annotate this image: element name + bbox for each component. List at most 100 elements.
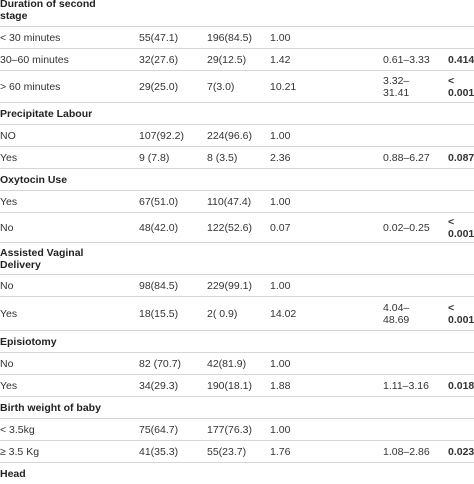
- row-label-cell: NO: [0, 130, 16, 142]
- group-a-cell: 55(47.1): [139, 32, 179, 44]
- ci-cell: 0.61–3.33: [383, 54, 430, 66]
- section-title: Head: [0, 468, 120, 480]
- group-a-cell: 9 (7.8): [139, 152, 170, 164]
- section-header: Episiotomy: [0, 330, 474, 352]
- ci-cell: 4.04– 48.69: [383, 302, 409, 326]
- table-row: Yes 18(15.5) 2( 0.9) 14.02 4.04– 48.69 <0.001: [0, 296, 474, 330]
- section-title-line: Assisted Vaginal: [0, 247, 84, 259]
- section-title-line: Precipitate Labour: [0, 108, 93, 120]
- group-b-cell: 190(18.1): [207, 380, 252, 392]
- section-title: Birth weight of baby: [0, 402, 120, 414]
- section-title-line: Head: [0, 468, 26, 480]
- p-value-cell: 0.023: [448, 446, 474, 458]
- p-value-cell: 0.087: [448, 152, 474, 164]
- group-a-cell: 29(25.0): [139, 81, 179, 93]
- group-a-cell: 75(64.7): [139, 424, 179, 436]
- section-header: Birth weight of baby: [0, 396, 474, 418]
- table-row: Yes 34(29.3) 190(18.1) 1.88 1.11–3.16 0.018: [0, 374, 474, 396]
- cell-line: 48.69: [383, 314, 410, 326]
- ci-cell: 3.32– 31.41: [383, 75, 409, 99]
- section-title-line: stage: [0, 10, 28, 22]
- section-title: Assisted Vaginal Delivery: [0, 247, 120, 271]
- section-title: Oxytocin Use: [0, 174, 120, 186]
- group-b-cell: 196(84.5): [207, 32, 252, 44]
- p-value-cell: 0.414: [448, 54, 474, 66]
- row-label-cell: 30–60 minutes: [0, 54, 69, 66]
- or-cell: 1.00: [270, 424, 291, 436]
- section-header: Assisted Vaginal Delivery: [0, 242, 474, 274]
- group-b-cell: 122(52.6): [207, 222, 252, 234]
- or-cell: 1.00: [270, 280, 291, 292]
- cell-line: 0.001: [448, 87, 474, 99]
- ci-cell: 1.08–2.86: [383, 446, 430, 458]
- group-b-cell: 224(96.6): [207, 130, 252, 142]
- cell-line: 4.04–: [383, 302, 410, 314]
- section-header: Head: [0, 462, 474, 484]
- or-cell: 0.07: [270, 222, 291, 234]
- cell-line: <: [448, 75, 455, 87]
- row-label-cell: < 3.5kg: [0, 424, 35, 436]
- or-cell: 14.02: [270, 308, 297, 320]
- table-row: Yes 67(51.0) 110(47.4) 1.00: [0, 190, 474, 212]
- group-b-cell: 7(3.0): [207, 81, 235, 93]
- ci-cell: 1.11–3.16: [383, 380, 429, 392]
- group-b-cell: 8 (3.5): [207, 152, 238, 164]
- group-b-cell: 229(99.1): [207, 280, 252, 292]
- or-cell: 1.00: [270, 196, 291, 208]
- row-label-cell: > 60 minutes: [0, 81, 61, 93]
- cell-line: 31.41: [383, 87, 410, 99]
- or-cell: 1.00: [270, 130, 291, 142]
- group-b-cell: 110(47.4): [207, 196, 252, 208]
- or-cell: 1.00: [270, 358, 291, 370]
- section-title: Episiotomy: [0, 336, 120, 348]
- cell-line: 0.001: [448, 228, 474, 240]
- cell-line: 3.32–: [383, 75, 410, 87]
- table-row: Yes 9 (7.8) 8 (3.5) 2.36 0.88–6.27 0.087: [0, 146, 474, 168]
- or-cell: 10.21: [270, 81, 297, 93]
- section-header: Precipitate Labour: [0, 102, 474, 124]
- section-title-line: Delivery: [0, 259, 41, 271]
- section-title: Duration of second stage: [0, 0, 120, 22]
- section-title: Precipitate Labour: [0, 108, 120, 120]
- p-value-cell: <0.001: [448, 216, 474, 240]
- group-a-cell: 41(35.3): [139, 446, 179, 458]
- or-cell: 1.76: [270, 446, 291, 458]
- or-cell: 2.36: [270, 152, 291, 164]
- group-a-cell: 32(27.6): [139, 54, 179, 66]
- group-a-cell: 34(29.3): [139, 380, 179, 392]
- table-row: > 60 minutes 29(25.0) 7(3.0) 10.21 3.32– 31.4…: [0, 70, 474, 102]
- or-cell: 1.42: [270, 54, 291, 66]
- ci-cell: 0.88–6.27: [383, 152, 430, 164]
- or-cell: 1.88: [270, 380, 291, 392]
- group-b-cell: 29(12.5): [207, 54, 247, 66]
- table-row: < 30 minutes 55(47.1) 196(84.5) 1.00: [0, 26, 474, 48]
- group-b-cell: 2( 0.9): [207, 308, 238, 320]
- table-row: No 98(84.5) 229(99.1) 1.00: [0, 274, 474, 296]
- table-row: No 82 (70.7) 42(81.9) 1.00: [0, 352, 474, 374]
- section-title-line: Oxytocin Use: [0, 174, 68, 186]
- row-label-cell: Yes: [0, 380, 18, 392]
- group-a-cell: 67(51.0): [139, 196, 179, 208]
- row-label-cell: Yes: [0, 152, 18, 164]
- row-label-cell: Yes: [0, 196, 18, 208]
- p-value-cell: <0.001: [448, 75, 474, 99]
- table-row: ≥ 3.5 Kg 41(35.3) 55(23.7) 1.76 1.08–2.86 0.0…: [0, 440, 474, 462]
- cell-line: <: [448, 216, 455, 228]
- p-value-cell: <0.001: [448, 302, 474, 326]
- section-header: Duration of second stage: [0, 0, 474, 26]
- cell-line: <: [448, 302, 455, 314]
- section-title-line: Birth weight of baby: [0, 402, 101, 414]
- group-a-cell: 18(15.5): [139, 308, 179, 320]
- table-row: 30–60 minutes 32(27.6) 29(12.5) 1.42 0.61–3.…: [0, 48, 474, 70]
- section-header: Oxytocin Use: [0, 168, 474, 190]
- group-a-cell: 82 (70.7): [139, 358, 182, 370]
- section-title-line: Episiotomy: [0, 336, 57, 348]
- row-label-cell: ≥ 3.5 Kg: [0, 446, 40, 458]
- table-row: NO 107(92.2) 224(96.6) 1.00: [0, 124, 474, 146]
- ci-cell: 0.02–0.25: [383, 222, 430, 234]
- row-label-cell: No: [0, 280, 14, 292]
- cell-line: 0.001: [448, 314, 474, 326]
- group-a-cell: 98(84.5): [139, 280, 179, 292]
- row-label-cell: < 30 minutes: [0, 32, 61, 44]
- table-row: No 48(42.0) 122(52.6) 0.07 0.02–0.25 <0.001: [0, 212, 474, 242]
